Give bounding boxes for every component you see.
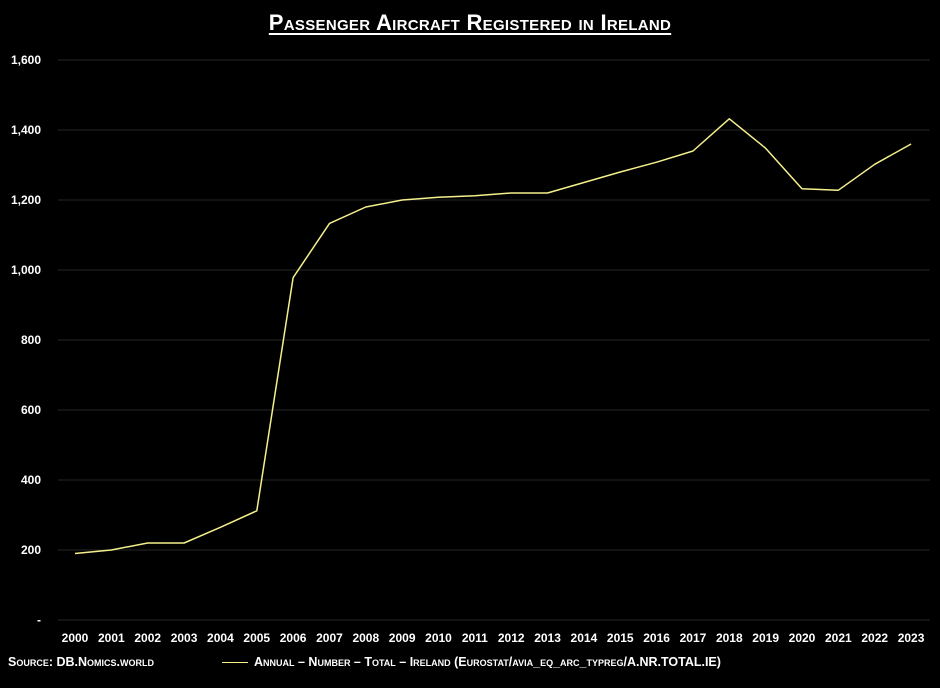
x-tick-label: 2000: [62, 631, 89, 645]
y-tick-label: 800: [21, 333, 41, 347]
x-tick-label: 2017: [680, 631, 707, 645]
x-tick-label: 2010: [425, 631, 452, 645]
x-tick-label: 2015: [607, 631, 634, 645]
x-tick-label: 2014: [571, 631, 598, 645]
x-tick-label: 2012: [498, 631, 525, 645]
x-tick-label: 2020: [789, 631, 816, 645]
x-tick-label: 2018: [716, 631, 743, 645]
source-note: Source: DB.Nomics.world: [8, 655, 154, 669]
legend: Annual – Number – Total – Ireland (Euros…: [222, 655, 721, 669]
x-tick-label: 2006: [280, 631, 307, 645]
x-tick-label: 2008: [352, 631, 379, 645]
y-tick-label: 600: [21, 403, 41, 417]
x-tick-label: 2007: [316, 631, 343, 645]
x-tick-label: 2002: [134, 631, 161, 645]
y-tick-label: 1,600: [11, 53, 41, 67]
y-tick-label: 200: [21, 543, 41, 557]
chart-title: Passenger Aircraft Registered in Ireland: [268, 10, 672, 35]
y-tick-label: 400: [21, 473, 41, 487]
series-line: [74, 118, 912, 555]
x-tick-label: 2016: [643, 631, 670, 645]
y-tick-label: 1,400: [11, 123, 41, 137]
x-tick-label: 2021: [825, 631, 852, 645]
x-tick-label: 2009: [389, 631, 416, 645]
x-tick-label: 2003: [171, 631, 198, 645]
legend-swatch: [222, 661, 248, 663]
x-tick-label: 2013: [534, 631, 561, 645]
x-axis-ticks: 2000 2001 2002 2003 2004 2005 2006 2007 2008 2009…: [62, 631, 925, 645]
x-tick-label: 2004: [207, 631, 234, 645]
y-tick-label: 1,000: [11, 263, 41, 277]
x-tick-label: 2011: [462, 631, 488, 645]
x-tick-label: 2023: [898, 631, 925, 645]
x-tick-label: 2022: [861, 631, 888, 645]
series-layer: [74, 118, 912, 555]
legend-label: Annual – Number – Total – Ireland (Euros…: [254, 655, 721, 669]
gridlines: [58, 59, 930, 621]
y-tick-label: -: [37, 613, 41, 627]
x-tick-label: 2019: [752, 631, 779, 645]
x-tick-label: 2001: [98, 631, 125, 645]
y-tick-label: 1,200: [11, 193, 41, 207]
x-tick-label: 2005: [243, 631, 270, 645]
y-axis-ticks: - 200 400 600 800 1,000 1,200 1,400 1,600: [11, 53, 41, 627]
